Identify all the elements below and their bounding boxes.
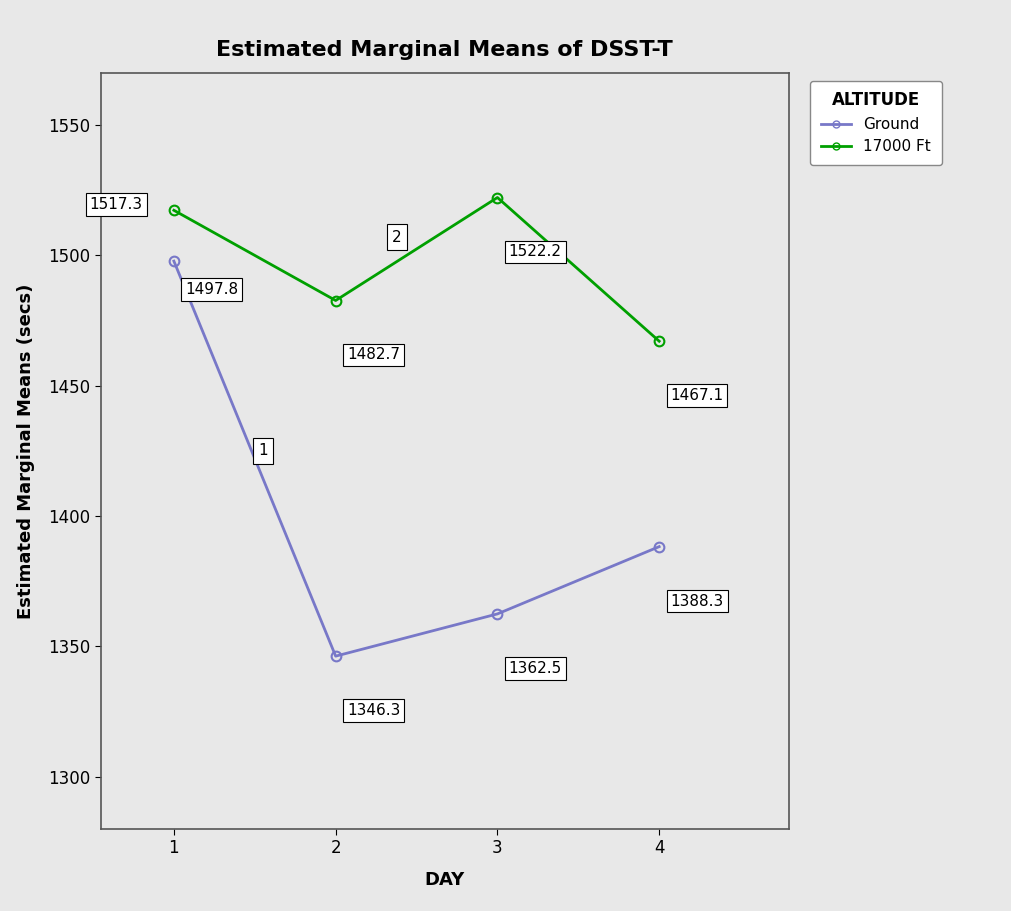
Line: 17000 Ft: 17000 Ft xyxy=(169,192,664,346)
Text: 1467.1: 1467.1 xyxy=(670,388,724,403)
Text: 1346.3: 1346.3 xyxy=(347,703,400,718)
Text: 1482.7: 1482.7 xyxy=(347,347,400,363)
Text: 2: 2 xyxy=(392,230,402,245)
Ground xyxy=(491,609,503,619)
17000 Ft xyxy=(491,192,503,203)
Ground xyxy=(653,541,665,552)
Text: 1517.3: 1517.3 xyxy=(90,198,143,212)
Text: 1522.2: 1522.2 xyxy=(509,244,562,260)
Y-axis label: Estimated Marginal Means (secs): Estimated Marginal Means (secs) xyxy=(16,283,34,619)
Text: 1388.3: 1388.3 xyxy=(670,594,724,609)
Ground xyxy=(330,650,342,661)
X-axis label: DAY: DAY xyxy=(425,871,465,889)
17000 Ft xyxy=(168,205,180,216)
Legend: Ground, 17000 Ft: Ground, 17000 Ft xyxy=(810,80,942,165)
Text: 1: 1 xyxy=(258,444,268,458)
Ground xyxy=(168,256,180,267)
Text: 1362.5: 1362.5 xyxy=(509,660,562,676)
17000 Ft xyxy=(653,336,665,347)
Title: Estimated Marginal Means of DSST-T: Estimated Marginal Means of DSST-T xyxy=(216,40,673,60)
Line: Ground: Ground xyxy=(169,256,664,661)
17000 Ft xyxy=(330,295,342,306)
Text: 1497.8: 1497.8 xyxy=(185,282,239,297)
